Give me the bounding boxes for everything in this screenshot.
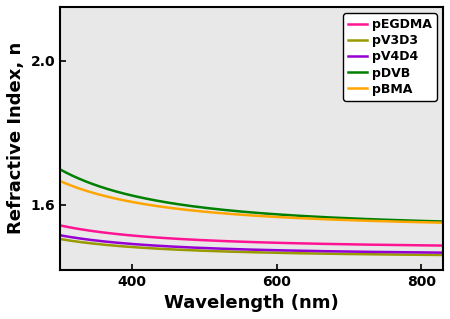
- pEGDMA: [283, 241, 288, 245]
- Y-axis label: Refractive Index, n: Refractive Index, n: [7, 42, 25, 234]
- pEGDMA: [156, 236, 161, 240]
- pV4D4: [156, 244, 161, 248]
- X-axis label: Wavelength (nm): Wavelength (nm): [164, 294, 339, 312]
- pV3D3: [313, 252, 319, 256]
- pV4D4: [125, 242, 130, 246]
- pBMA: [441, 221, 446, 225]
- pDVB: [156, 199, 161, 203]
- pEGDMA: [313, 242, 319, 246]
- Line: pV4D4: pV4D4: [60, 235, 443, 253]
- pBMA: [156, 204, 161, 208]
- pEGDMA: [125, 233, 130, 237]
- pV4D4: [230, 247, 236, 251]
- pV3D3: [230, 250, 236, 254]
- pDVB: [230, 209, 236, 213]
- pV4D4: [313, 249, 319, 253]
- pV4D4: [441, 251, 446, 255]
- pDVB: [283, 213, 288, 217]
- pDVB: [57, 167, 63, 171]
- pDVB: [313, 215, 319, 219]
- pV4D4: [346, 250, 351, 254]
- pDVB: [125, 193, 130, 197]
- pBMA: [283, 216, 288, 219]
- pEGDMA: [57, 224, 63, 227]
- pV3D3: [57, 237, 63, 241]
- Line: pDVB: pDVB: [60, 169, 443, 221]
- Legend: pEGDMA, pV3D3, pV4D4, pDVB, pBMA: pEGDMA, pV3D3, pV4D4, pDVB, pBMA: [343, 13, 437, 101]
- pEGDMA: [346, 242, 351, 246]
- pV3D3: [125, 245, 130, 249]
- pBMA: [125, 199, 130, 203]
- pBMA: [230, 212, 236, 216]
- Line: pV3D3: pV3D3: [60, 239, 443, 255]
- pV4D4: [283, 249, 288, 252]
- pEGDMA: [230, 240, 236, 243]
- pV3D3: [346, 252, 351, 256]
- pV3D3: [156, 247, 161, 251]
- pDVB: [441, 219, 446, 223]
- pV4D4: [57, 233, 63, 237]
- pV3D3: [283, 251, 288, 255]
- pBMA: [313, 217, 319, 221]
- pEGDMA: [441, 244, 446, 248]
- pBMA: [346, 218, 351, 222]
- pDVB: [346, 216, 351, 220]
- Line: pBMA: pBMA: [60, 181, 443, 223]
- pV3D3: [441, 253, 446, 257]
- Line: pEGDMA: pEGDMA: [60, 226, 443, 246]
- pBMA: [57, 179, 63, 183]
